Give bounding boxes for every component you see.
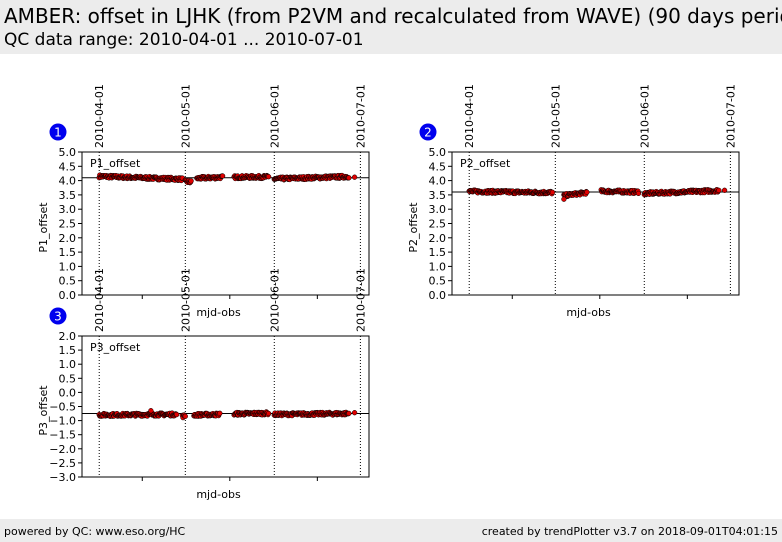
data-point	[584, 189, 590, 195]
y-tick-label: 4.0	[59, 175, 77, 188]
x-tick-label: 2010-07-01	[724, 84, 737, 148]
report-header: AMBER: offset in LJHK (from P2VM and rec…	[0, 0, 782, 54]
data-point	[716, 187, 722, 194]
y-tick-label: 0.0	[59, 289, 77, 302]
panel-label: P2_offset	[460, 157, 511, 170]
data-point	[351, 410, 358, 416]
data-point	[549, 189, 556, 195]
data-point	[265, 174, 272, 180]
data-point	[351, 174, 358, 180]
footer-powered-by: powered by QC: www.eso.org/HC	[4, 525, 186, 538]
y-tick-label: 2.5	[429, 218, 447, 231]
y-tick-label: 3.5	[429, 189, 447, 202]
data-point	[635, 190, 642, 197]
data-point	[265, 410, 272, 417]
x-tick-label: 2010-04-01	[93, 84, 106, 148]
y-tick-label: 1.5	[59, 344, 77, 357]
y-tick-label: 5.0	[429, 146, 447, 159]
data-point	[174, 411, 180, 418]
x-tick-label: 2010-05-01	[179, 268, 192, 332]
axes-frame	[451, 151, 740, 296]
y-tick-label: 1.5	[59, 246, 77, 259]
page-subtitle: QC data range: 2010-04-01 ... 2010-07-01	[4, 30, 364, 50]
y-tick-label: 0.0	[429, 289, 447, 302]
y-tick-label: 1.0	[59, 358, 77, 371]
page-title: AMBER: offset in LJHK (from P2VM and rec…	[4, 4, 782, 28]
y-tick-label: 2.0	[429, 232, 447, 245]
x-tick-label: 2010-07-01	[354, 84, 367, 148]
y-tick-label: −2.0	[49, 443, 76, 456]
y-tick-label: 0.5	[59, 372, 77, 385]
panel-number: 1	[54, 126, 62, 140]
y-tick-label: 1.0	[429, 260, 447, 273]
x-tick-label: 2010-07-01	[354, 268, 367, 332]
y-tick-label: −3.0	[49, 471, 76, 484]
panel-label: P1_offset	[90, 157, 141, 170]
y-tick-label: 5.0	[59, 146, 77, 159]
y-tick-label: 3.0	[59, 203, 77, 216]
y-tick-label: 2.5	[59, 218, 77, 231]
data-point	[346, 175, 352, 181]
x-axis-label: mjd-obs	[566, 306, 611, 319]
data-point	[219, 173, 226, 179]
panel-number-badge	[419, 123, 437, 141]
y-axis-label: P3_offset	[37, 385, 50, 436]
axes-frame	[81, 151, 370, 296]
axes-frame	[81, 335, 370, 478]
data-point	[188, 178, 194, 184]
panel-1: 0.00.5 1.01.52.02.5 3.03.54.0 4.55.0 2010-04…	[37, 84, 370, 319]
y-tick-label: −1.5	[49, 429, 76, 442]
y-tick-label: 3.5	[59, 189, 77, 202]
y-tick-label: 4.5	[429, 160, 447, 173]
panel-number: 2	[424, 126, 432, 140]
y-tick-label: 0.5	[429, 275, 447, 288]
y-tick-label: 4.0	[429, 175, 447, 188]
x-tick-label: 2010-06-01	[268, 84, 281, 148]
x-tick-label: 2010-06-01	[638, 84, 651, 148]
y-axis-label: P2_offset	[407, 202, 420, 253]
panel-number-badge	[49, 123, 67, 141]
y-tick-label: 4.5	[59, 160, 77, 173]
y-tick-label: −1.0	[49, 415, 76, 428]
data-point	[217, 410, 223, 416]
data-point	[346, 410, 352, 417]
x-tick-label: 2010-05-01	[549, 84, 562, 148]
panel-number: 3	[54, 310, 62, 324]
panel-label: P3_offset	[90, 341, 141, 354]
footer-created-by: created by trendPlotter v3.7 on 2018-09-…	[481, 525, 778, 538]
data-point	[148, 408, 154, 414]
y-tick-label: 0.0	[59, 386, 77, 399]
page-footer: powered by QC: www.eso.org/HC created by…	[0, 519, 782, 542]
y-tick-label: 3.0	[429, 203, 447, 216]
y-tick-label: 2.0	[59, 232, 77, 245]
y-tick-label: −0.5	[49, 401, 76, 414]
data-point	[561, 196, 567, 202]
y-tick-label: 1.0	[59, 260, 77, 273]
x-axis-label: mjd-obs	[196, 306, 241, 319]
panel-number-badge	[49, 307, 67, 325]
x-tick-label: 2010-04-01	[93, 268, 106, 332]
data-point	[721, 187, 728, 193]
panel-3: −3.0−2.5−2.0−1.5−1.0−0.50.00.51.01.52.02…	[37, 268, 370, 501]
y-tick-label: 2.0	[59, 330, 77, 343]
x-tick-label: 2010-06-01	[268, 268, 281, 332]
x-tick-label: 2010-04-01	[463, 84, 476, 148]
data-point	[182, 413, 188, 419]
panel-2: 0.00.5 1.01.52.02.5 3.03.54.0 4.55.0 2010-04…	[407, 84, 740, 319]
y-tick-label: −2.5	[49, 457, 76, 470]
x-axis-label: mjd-obs	[196, 488, 241, 501]
y-axis-label: P1_offset	[37, 202, 50, 253]
y-tick-label: 1.5	[429, 246, 447, 259]
y-tick-label: 0.5	[59, 275, 77, 288]
x-tick-label: 2010-05-01	[179, 84, 192, 148]
